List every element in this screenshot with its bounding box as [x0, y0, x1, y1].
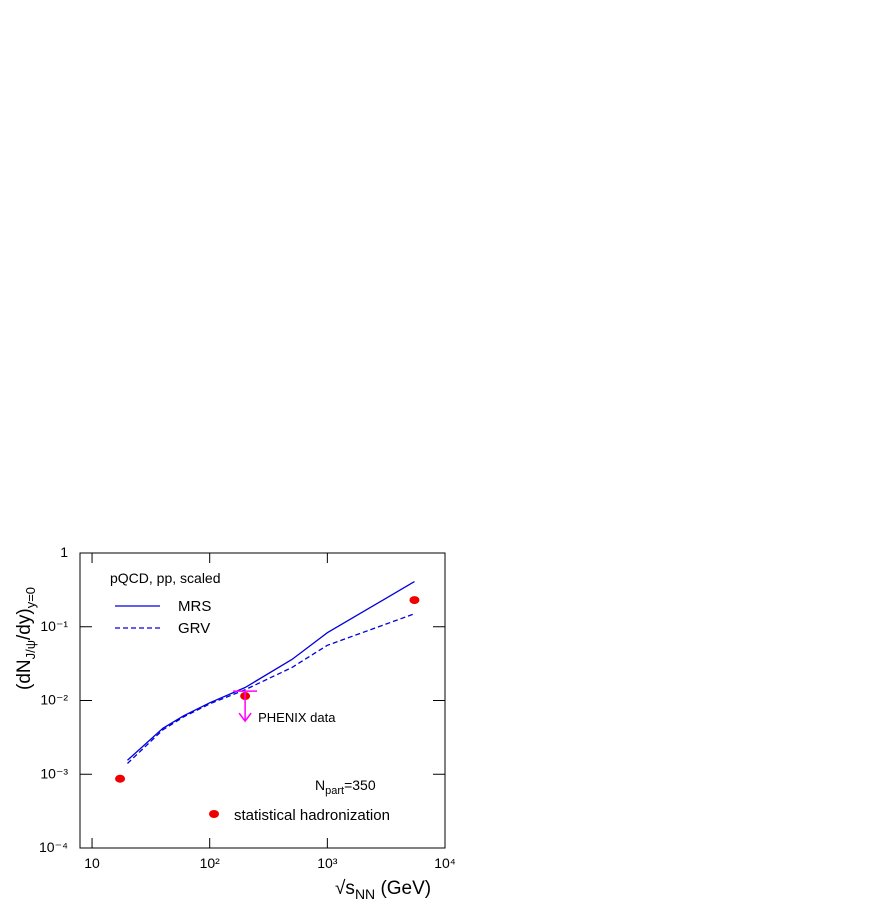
annotation: Npart=350 [315, 777, 376, 797]
upper-limit-label: PHENIX data [258, 710, 336, 725]
annotation-sub: part [325, 785, 344, 797]
x-tick-label: 10 [84, 855, 100, 871]
legend-marker [209, 810, 219, 818]
y-label-sub: y=0 [23, 587, 38, 608]
y-axis-label: (dNJ/ψ/dy)y=0 [14, 587, 38, 690]
data-point [115, 774, 126, 783]
plot-frame [79, 552, 446, 849]
data-point [409, 596, 420, 605]
legend-label: MRS [178, 598, 211, 615]
y-label-part: /dy) [14, 608, 35, 640]
x-label-sub: NN [355, 886, 375, 902]
legend-label: statistical hadronization [234, 807, 390, 824]
x-label-part: (GeV) [375, 878, 431, 899]
series-line [127, 613, 415, 764]
x-axis-label: √sNN (GeV) [335, 878, 431, 902]
x-tick-label: 10⁴ [434, 855, 456, 871]
y-tick-label: 1 [60, 544, 68, 560]
upper-limit-arrow [238, 691, 252, 723]
legend-title: pQCD, pp, scaled [110, 570, 221, 586]
legend-label: GRV [178, 620, 210, 637]
y-tick-label: 10⁻² [40, 692, 68, 708]
y-label-part: (dN [14, 659, 35, 690]
x-tick-label: 10² [200, 855, 221, 871]
series-line [127, 580, 415, 761]
y-label-sub: J/ψ [23, 640, 38, 659]
x-tick-label: 10³ [317, 855, 338, 871]
y-tick-label: 10⁻¹ [40, 618, 68, 634]
annotation-part: N [315, 777, 325, 793]
y-tick-label: 10⁻³ [40, 765, 68, 781]
y-tick-label: 10⁻⁴ [39, 839, 68, 855]
annotation-part: =350 [344, 777, 376, 793]
x-label-part: √s [335, 878, 355, 899]
